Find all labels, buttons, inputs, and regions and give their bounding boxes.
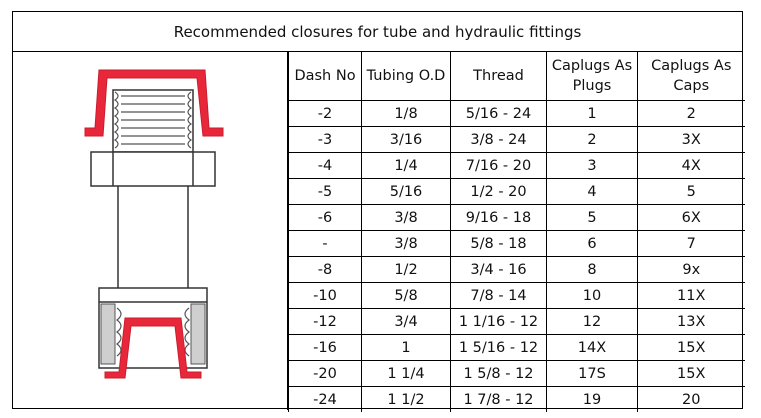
cell-caps: 2 [637, 100, 745, 127]
cell-thread: 7/8 - 14 [450, 282, 547, 309]
bottom-caplug [104, 317, 202, 379]
table-header-row: Dash No Tubing O.D Thread Caplugs As Plu… [288, 52, 745, 101]
cell-tubing-od: 3/8 [361, 230, 451, 257]
cell-dash-no: -16 [288, 334, 362, 361]
cell-tubing-od: 1/2 [361, 256, 451, 283]
closures-table-frame: Recommended closures for tube and hydrau… [12, 11, 745, 412]
cell-dash-no: -6 [288, 204, 362, 231]
cell-plugs: 3 [546, 152, 638, 179]
cell-dash-no: -3 [288, 126, 362, 153]
header-tubing-od: Tubing O.D [361, 52, 451, 101]
cell-thread: 1 7/8 - 12 [450, 386, 547, 412]
cell-dash-no: -10 [288, 282, 362, 309]
cell-caps: 4X [637, 152, 745, 179]
cell-caps: 15X [637, 360, 745, 387]
cell-caps: 5 [637, 178, 745, 205]
cell-plugs: 17S [546, 360, 638, 387]
cell-plugs: 1 [546, 100, 638, 127]
table-row: -24 1 1/2 1 7/8 - 12 19 20 [288, 386, 745, 412]
cell-thread: 5/8 - 18 [450, 230, 547, 257]
cell-dash-no: -5 [288, 178, 362, 205]
header-dash-no: Dash No [288, 52, 362, 101]
cell-dash-no: -24 [288, 386, 362, 412]
header-thread: Thread [450, 52, 547, 101]
cell-caps: 3X [637, 126, 745, 153]
cell-thread: 3/4 - 16 [450, 256, 547, 283]
cell-plugs: 12 [546, 308, 638, 335]
table-row: -8 1/2 3/4 - 16 8 9x [288, 256, 745, 283]
table-row: -6 3/8 9/16 - 18 5 6X [288, 204, 745, 231]
table-row: -10 5/8 7/8 - 14 10 11X [288, 282, 745, 309]
cell-caps: 7 [637, 230, 745, 257]
cell-thread: 7/16 - 20 [450, 152, 547, 179]
cell-tubing-od: 1/4 [361, 152, 451, 179]
cell-tubing-od: 3/8 [361, 204, 451, 231]
cell-dash-no: -20 [288, 360, 362, 387]
closures-table: Dash No Tubing O.D Thread Caplugs As Plu… [288, 52, 745, 412]
cell-thread: 1 5/16 - 12 [450, 334, 547, 361]
hydraulic-fitting-with-caplugs-icon [84, 69, 224, 379]
cell-tubing-od: 1/8 [361, 100, 451, 127]
cell-thread: 3/8 - 24 [450, 126, 547, 153]
cell-plugs: 4 [546, 178, 638, 205]
cell-dash-no: -2 [288, 100, 362, 127]
cell-caps: 9x [637, 256, 745, 283]
cell-thread: 1 1/16 - 12 [450, 308, 547, 335]
table-row: -3 3/16 3/8 - 24 2 3X [288, 126, 745, 153]
cell-caps: 6X [637, 204, 745, 231]
fitting-drawing [13, 52, 288, 410]
cell-caps: 20 [637, 386, 745, 412]
table-title: Recommended closures for tube and hydrau… [13, 12, 742, 52]
cell-plugs: 10 [546, 282, 638, 309]
cell-plugs: 2 [546, 126, 638, 153]
cell-tubing-od: 1 1/2 [361, 386, 451, 412]
cell-thread: 1 5/8 - 12 [450, 360, 547, 387]
table-body: -2 1/8 5/16 - 24 1 2 -3 3/16 3/8 - 24 2 3X -4 1/4… [288, 100, 745, 412]
cell-tubing-od: 5/16 [361, 178, 451, 205]
cell-caps: 11X [637, 282, 745, 309]
top-caplug [84, 69, 224, 137]
cell-tubing-od: 1 1/4 [361, 360, 451, 387]
table-row: -4 1/4 7/16 - 20 3 4X [288, 152, 745, 179]
table-row: -20 1 1/4 1 5/8 - 12 17S 15X [288, 360, 745, 387]
cell-dash-no: -8 [288, 256, 362, 283]
table-row: -16 1 1 5/16 - 12 14X 15X [288, 334, 745, 361]
cell-plugs: 6 [546, 230, 638, 257]
cell-plugs: 5 [546, 204, 638, 231]
cell-dash-no: -12 [288, 308, 362, 335]
cell-thread: 1/2 - 20 [450, 178, 547, 205]
cell-caps: 15X [637, 334, 745, 361]
header-caplugs-as-caps: Caplugs As Caps [637, 52, 745, 101]
cell-plugs: 8 [546, 256, 638, 283]
cell-tubing-od: 5/8 [361, 282, 451, 309]
table-row: -12 3/4 1 1/16 - 12 12 13X [288, 308, 745, 335]
table-row: -5 5/16 1/2 - 20 4 5 [288, 178, 745, 205]
header-caplugs-as-plugs: Caplugs As Plugs [546, 52, 638, 101]
cell-tubing-od: 1 [361, 334, 451, 361]
cell-tubing-od: 3/16 [361, 126, 451, 153]
cell-tubing-od: 3/4 [361, 308, 451, 335]
cell-thread: 5/16 - 24 [450, 100, 547, 127]
cell-plugs: 14X [546, 334, 638, 361]
cell-thread: 9/16 - 18 [450, 204, 547, 231]
cell-dash-no: - [288, 230, 362, 257]
table-row: -3/8 5/8 - 18 6 7 [288, 230, 745, 257]
cell-plugs: 19 [546, 386, 638, 412]
cell-caps: 13X [637, 308, 745, 335]
table-row: -2 1/8 5/16 - 24 1 2 [288, 100, 745, 127]
cell-dash-no: -4 [288, 152, 362, 179]
